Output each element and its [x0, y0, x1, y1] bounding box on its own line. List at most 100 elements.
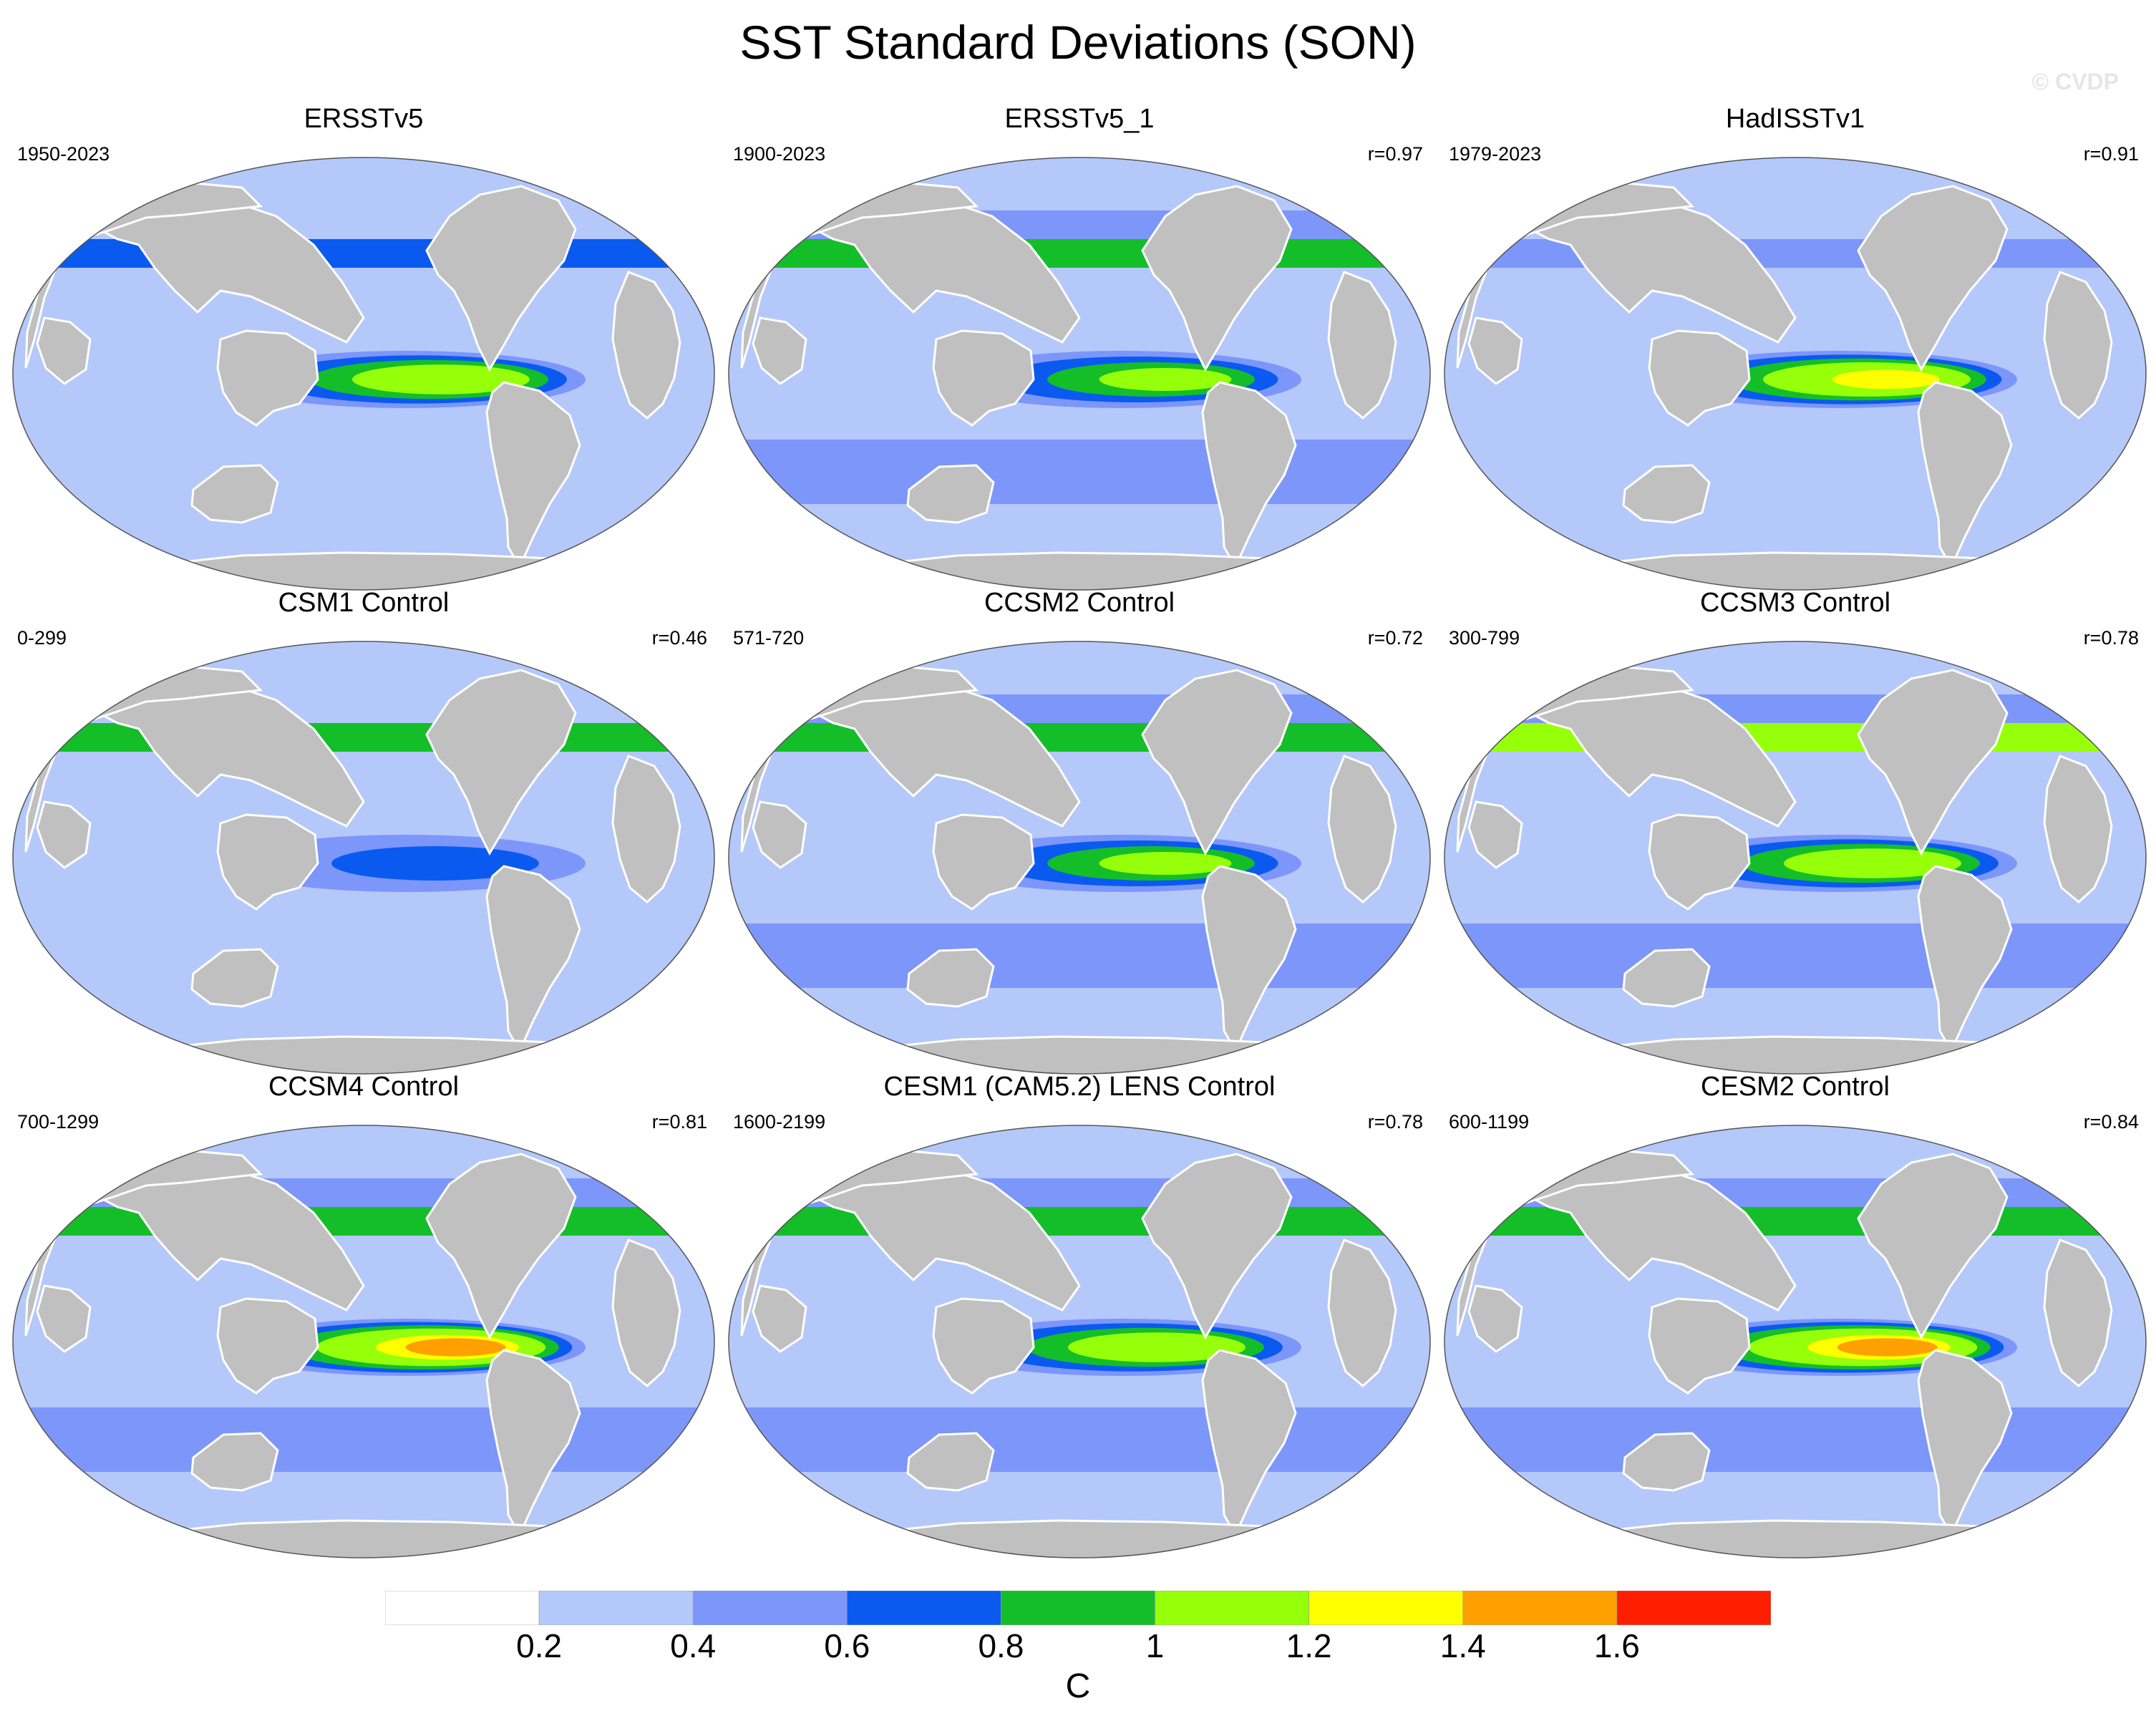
land-mass — [425, 1153, 577, 1340]
map-panel: ERSSTv5 1950-2023 — [6, 103, 722, 604]
panel-title: CESM1 (CAM5.2) LENS Control — [883, 1072, 1276, 1102]
land-mass — [1141, 185, 1293, 372]
colorbar-tick-label: 0.6 — [824, 1627, 870, 1664]
land-mass — [1491, 1519, 2099, 1558]
land-mass — [1467, 1284, 1523, 1353]
panel-years: 571-720 — [733, 627, 805, 649]
colorbar-swatch — [1001, 1591, 1155, 1625]
land-mass — [425, 669, 577, 856]
land-mass — [216, 1297, 319, 1395]
land-mass — [216, 329, 319, 427]
land-mass — [1622, 1432, 1711, 1492]
land-mass — [2020, 644, 2084, 687]
panel-title: CSM1 Control — [278, 588, 450, 618]
sst-band — [13, 1407, 714, 1472]
land-mass — [1141, 1153, 1293, 1340]
panel-years: 1950-2023 — [17, 143, 110, 165]
globe-map — [12, 641, 715, 1075]
sst-band — [729, 440, 1430, 504]
globe-map — [728, 641, 1431, 1075]
land-mass — [588, 1128, 652, 1171]
land-mass — [611, 1238, 681, 1387]
land-mass — [1327, 271, 1397, 420]
land-mass — [611, 755, 681, 903]
land-mass — [1304, 160, 1368, 203]
sst-band — [729, 1207, 1430, 1236]
sst-band — [1444, 723, 2146, 752]
land-mass — [775, 1035, 1383, 1074]
land-mass — [906, 464, 995, 524]
land-mass — [588, 160, 652, 203]
panel-years: 1979-2023 — [1449, 143, 1542, 165]
panel-title: ERSSTv5 — [304, 104, 424, 134]
colorbar-tick-label: 1.6 — [1593, 1627, 1640, 1664]
land-mass — [59, 1519, 667, 1558]
land-mass — [216, 813, 319, 911]
globe-map — [12, 157, 715, 591]
enso-contour — [1099, 852, 1232, 875]
land-mass — [2043, 755, 2113, 903]
enso-contour — [1832, 369, 1940, 389]
land-mass — [1491, 551, 2099, 590]
land-mass — [1648, 813, 1751, 911]
sst-band — [729, 923, 1430, 988]
panel-title: CCSM2 Control — [984, 588, 1175, 618]
sst-band — [1444, 239, 2146, 268]
land-mass — [59, 551, 667, 590]
panel-years: 1900-2023 — [733, 143, 826, 165]
enso-contour — [1099, 368, 1232, 391]
globe-outline — [12, 157, 715, 591]
land-mass — [190, 464, 279, 524]
colorbar-swatch — [1155, 1591, 1309, 1625]
map-panel: CSM1 Control 0-299 r=0.46 — [6, 587, 722, 1088]
colorbar-tick-label: 1.2 — [1286, 1627, 1332, 1664]
panel-title: CESM2 Control — [1701, 1072, 1890, 1102]
map-panel: CCSM2 Control 571-720 r=0.72 — [722, 587, 1437, 1088]
globe-outline — [12, 1125, 715, 1558]
sst-band — [13, 440, 714, 504]
land-mass — [932, 329, 1035, 427]
map-panel: CCSM4 Control 700-1299 r=0.81 — [6, 1071, 722, 1572]
panel-title: CCSM3 Control — [1699, 588, 1891, 618]
sst-band — [13, 1207, 714, 1236]
panel-years: 300-799 — [1449, 627, 1520, 649]
land-mass — [425, 185, 577, 372]
land-mass — [932, 813, 1035, 911]
land-mass — [1304, 1128, 1368, 1171]
colorbar-unit-label: C — [1065, 1667, 1091, 1705]
panel-years: 600-1199 — [1449, 1111, 1530, 1133]
globe-map — [1444, 1125, 2147, 1558]
land-mass — [775, 1519, 1383, 1558]
colorbar-tick-label: 0.4 — [670, 1627, 717, 1664]
land-mass — [1648, 329, 1751, 427]
panel-correlation: r=0.78 — [2083, 627, 2139, 649]
map-panel: CESM2 Control 600-1199 r=0.84 — [1437, 1071, 2153, 1572]
panel-years: 1600-2199 — [733, 1111, 826, 1133]
map-panel: ERSSTv5_1 1900-2023 r=0.97 — [722, 103, 1437, 604]
sst-band — [13, 723, 714, 752]
enso-contour — [1837, 1338, 1938, 1357]
globe-outline — [728, 641, 1431, 1075]
map-panel: HadISSTv1 1979-2023 r=0.91 — [1437, 103, 2153, 604]
enso-contour — [394, 369, 511, 390]
land-mass — [1304, 644, 1368, 687]
panel-correlation: r=0.72 — [1367, 627, 1423, 649]
panel-correlation: r=0.46 — [651, 627, 707, 649]
panel-title: HadISSTv1 — [1725, 104, 1865, 134]
globe-outline — [1444, 157, 2147, 591]
colorbar-swatch — [538, 1591, 694, 1625]
land-mass — [775, 551, 1383, 590]
globe-outline — [12, 641, 715, 1075]
land-mass — [1857, 669, 2009, 856]
globe-map — [728, 1125, 1431, 1558]
land-mass — [906, 948, 995, 1008]
land-mass — [1491, 1035, 2099, 1074]
sst-band — [13, 239, 714, 268]
land-mass — [36, 800, 92, 869]
globe-outline — [728, 157, 1431, 591]
land-mass — [1327, 1238, 1397, 1387]
colorbar-swatch — [847, 1591, 1001, 1625]
enso-contour — [405, 1338, 506, 1357]
enso-contour — [331, 846, 539, 881]
globe-outline — [1444, 641, 2147, 1075]
